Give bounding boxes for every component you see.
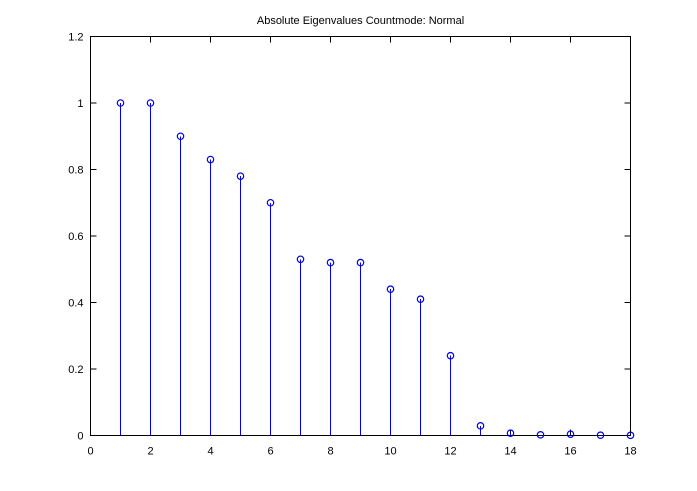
stem-marker [416,295,425,303]
stem-marker [356,258,365,267]
stem-marker [146,99,155,107]
y-tick-label: 0.6 [68,231,83,243]
x-tick-label: 18 [624,446,636,458]
stem-marker [506,429,515,437]
x-tick-label: 8 [327,446,333,458]
y-tick-label: 1 [77,98,83,110]
x-tick-label: 14 [504,446,516,458]
x-tick-label: 2 [147,446,153,458]
stem-marker [236,172,245,180]
stem-marker [596,431,605,439]
x-tick-label: 6 [267,446,273,458]
y-tick-label: 0.2 [68,364,83,376]
stem-marker [326,258,335,267]
x-tick-label: 16 [564,446,576,458]
stem-marker [536,431,545,439]
y-tick-label: 0.8 [68,165,83,177]
stem-marker [566,430,575,438]
x-tick-label: 0 [87,446,93,458]
stem-marker [386,285,395,294]
y-tick-label: 0.4 [68,298,83,310]
stem-marker [476,422,485,430]
chart-title: Absolute Eigenvalues Countmode: Normal [256,15,465,27]
y-tick-label: 1.2 [68,32,83,44]
stem-marker [626,431,635,440]
stem-marker [296,255,305,264]
x-tick-label: 12 [444,446,456,458]
y-tick-label: 0 [77,431,83,443]
stem-marker [206,155,215,164]
stem-marker [446,351,455,360]
x-tick-label: 10 [384,446,396,458]
stem-marker [116,99,125,107]
x-tick-label: 4 [207,446,213,458]
stem-marker [176,132,185,141]
stem-marker [266,198,275,207]
